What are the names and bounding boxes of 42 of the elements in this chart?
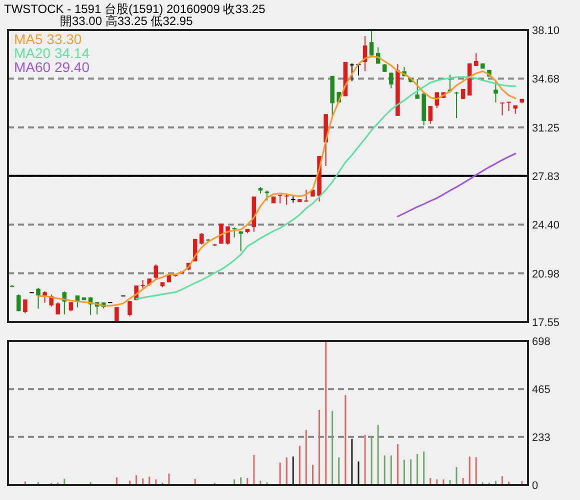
- y-tick-label: 17.55: [532, 317, 560, 329]
- candlestick: [304, 189, 308, 202]
- candlestick: [232, 227, 236, 238]
- candlestick: [36, 287, 40, 310]
- candlestick: [428, 106, 433, 124]
- y-tick-label: 38.10: [532, 25, 560, 37]
- candlestick: [500, 102, 504, 116]
- candlestick: [128, 300, 132, 317]
- candlestick: [506, 101, 511, 112]
- y-tick-label: 24.40: [532, 220, 560, 232]
- candlestick: [42, 290, 47, 304]
- chart-title: TWSTOCK - 1591 台股(1591) 20160909 收33.25: [4, 2, 266, 16]
- candlestick: [415, 78, 420, 100]
- text: MA5 33.30: [14, 31, 82, 47]
- candlestick: [389, 72, 394, 89]
- candlestick: [200, 232, 204, 246]
- y-tick-label: 0: [532, 480, 538, 492]
- y-tick-label: 27.83: [532, 170, 560, 183]
- y-tick-label: 31.25: [532, 122, 560, 134]
- candlestick: [350, 62, 354, 82]
- line-series: [396, 152, 516, 218]
- candlestick: [114, 306, 119, 322]
- y-tick-label: 465: [532, 384, 550, 396]
- y-tick-label: 20.98: [532, 268, 560, 280]
- text: MA20 34.14: [14, 45, 90, 61]
- candlestick: [284, 194, 289, 206]
- line-series: [135, 76, 516, 300]
- text: MA60 29.40: [14, 59, 90, 75]
- candlestick: [494, 79, 498, 103]
- candlestick: [23, 298, 28, 314]
- candlestick: [474, 52, 478, 66]
- candlestick: [238, 230, 243, 252]
- candlestick: [68, 302, 74, 312]
- candlestick: [454, 91, 459, 119]
- candlestick: [56, 302, 60, 315]
- candlestick: [154, 264, 158, 280]
- y-tick-label: 34.68: [532, 74, 560, 86]
- chart-subtitle: 開33.00 高33.25 低32.95: [60, 14, 194, 28]
- y-tick-label: 698: [532, 336, 550, 348]
- candlestick: [16, 294, 21, 312]
- candlestick: [369, 30, 374, 56]
- y-tick-label: 233: [532, 432, 550, 444]
